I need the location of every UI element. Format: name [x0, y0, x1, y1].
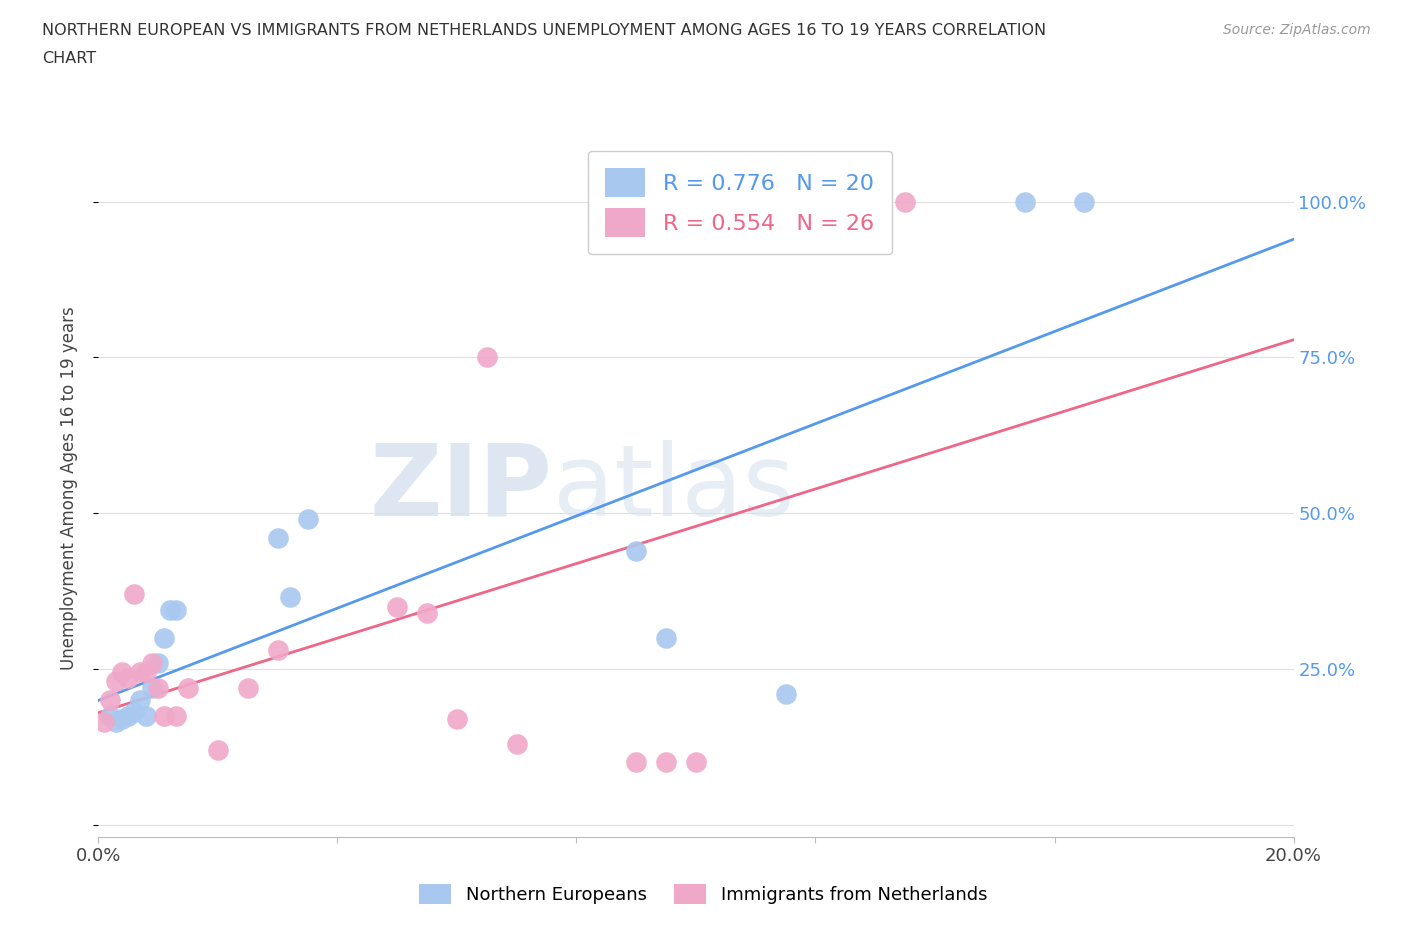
Point — [1073, 194, 1095, 209]
Y-axis label: Unemployment Among Ages 16 to 19 years: Unemployment Among Ages 16 to 19 years — [59, 306, 77, 671]
Point — [297, 512, 319, 526]
Text: ZIP: ZIP — [370, 440, 553, 537]
Point — [148, 656, 170, 671]
Legend: Northern Europeans, Immigrants from Netherlands: Northern Europeans, Immigrants from Neth… — [412, 876, 994, 911]
Point — [153, 708, 176, 723]
Legend: R = 0.776   N = 20, R = 0.554   N = 26: R = 0.776 N = 20, R = 0.554 N = 26 — [588, 151, 891, 255]
Point — [1014, 194, 1036, 209]
Point — [129, 665, 152, 680]
Point — [626, 755, 648, 770]
Point — [100, 693, 122, 708]
Text: NORTHERN EUROPEAN VS IMMIGRANTS FROM NETHERLANDS UNEMPLOYMENT AMONG AGES 16 TO 1: NORTHERN EUROPEAN VS IMMIGRANTS FROM NET… — [42, 23, 1046, 38]
Point — [129, 693, 152, 708]
Text: CHART: CHART — [42, 51, 96, 66]
Text: Source: ZipAtlas.com: Source: ZipAtlas.com — [1223, 23, 1371, 37]
Point — [100, 708, 122, 723]
Point — [153, 631, 176, 645]
Point — [135, 708, 157, 723]
Point — [655, 755, 678, 770]
Point — [207, 742, 229, 757]
Point — [141, 680, 163, 695]
Point — [385, 599, 409, 614]
Point — [111, 711, 134, 726]
Point — [655, 631, 678, 645]
Point — [236, 680, 259, 695]
Point — [93, 714, 115, 729]
Point — [267, 643, 290, 658]
Point — [177, 680, 200, 695]
Point — [135, 665, 157, 680]
Point — [159, 603, 181, 618]
Point — [267, 531, 290, 546]
Text: atlas: atlas — [553, 440, 794, 537]
Point — [117, 671, 139, 685]
Point — [165, 603, 187, 618]
Point — [141, 656, 163, 671]
Point — [124, 587, 146, 602]
Point — [775, 686, 797, 701]
Point — [117, 708, 139, 723]
Point — [714, 194, 737, 209]
Point — [685, 755, 707, 770]
Point — [124, 705, 146, 720]
Point — [148, 680, 170, 695]
Point — [105, 714, 128, 729]
Point — [416, 605, 439, 620]
Point — [446, 711, 468, 726]
Point — [278, 590, 301, 604]
Point — [165, 708, 187, 723]
Point — [506, 737, 529, 751]
Point — [475, 350, 498, 365]
Point — [626, 543, 648, 558]
Point — [894, 194, 917, 209]
Point — [105, 674, 128, 689]
Point — [111, 665, 134, 680]
